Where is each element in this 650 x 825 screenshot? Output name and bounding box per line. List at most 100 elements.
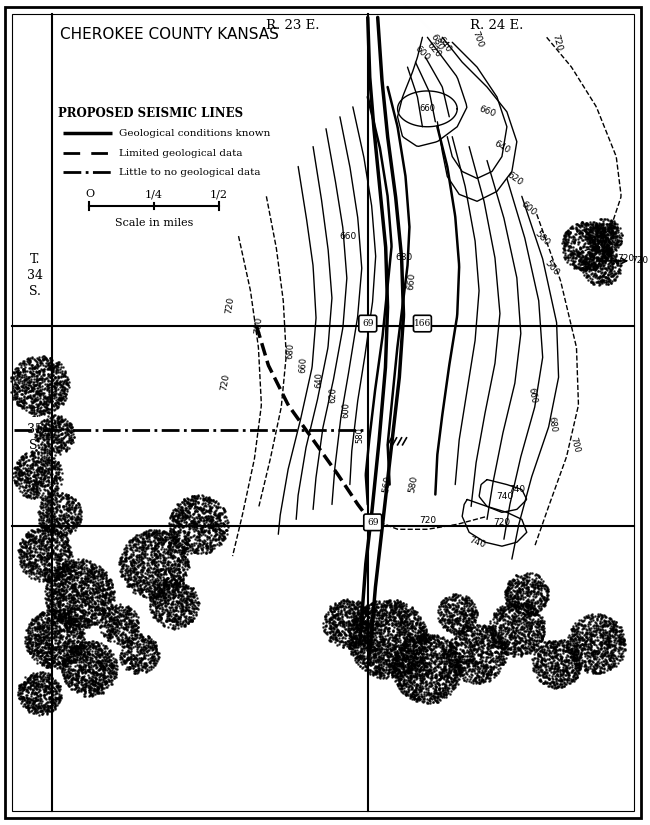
Point [42,638,53,651]
Point [66,522,77,535]
Point [544,652,554,665]
Point [521,573,532,587]
Point [214,530,224,544]
Point [548,675,558,688]
Point [584,615,594,629]
Point [167,568,177,581]
Point [52,543,62,556]
Point [37,553,47,566]
Point [607,219,618,232]
Point [56,538,66,551]
Point [140,664,151,677]
Point [133,577,143,590]
Point [38,646,48,659]
Point [151,582,162,596]
Point [396,672,406,686]
Point [43,630,53,644]
Point [76,568,86,581]
Point [64,570,74,583]
Point [401,652,411,665]
Point [614,264,625,277]
Point [507,603,517,616]
Point [603,277,614,290]
Point [390,665,400,678]
Point [351,640,361,653]
Point [356,616,367,629]
Point [164,525,175,538]
Point [148,553,159,566]
Point [604,662,615,675]
Point [38,521,48,534]
Point [463,600,474,613]
Point [450,615,461,628]
Point [446,620,456,633]
Point [58,590,69,603]
Point [196,524,206,537]
Point [94,653,104,667]
Point [64,610,75,623]
Point [49,568,59,582]
Point [422,664,433,677]
Point [519,646,530,659]
Point [93,676,103,690]
Point [336,615,346,628]
Point [16,554,26,567]
Point [104,588,114,601]
Point [439,667,450,680]
Point [106,600,116,613]
Point [73,642,83,655]
Point [461,656,471,669]
Point [42,660,52,673]
Point [581,264,592,277]
Point [469,626,480,639]
Point [53,547,63,560]
Point [567,652,577,665]
Point [433,687,443,700]
Point [157,557,167,570]
Point [62,648,72,661]
Point [341,610,352,624]
Point [130,629,140,642]
Point [565,660,575,673]
Point [77,667,87,680]
Point [461,632,471,645]
Point [27,457,38,470]
Point [27,697,38,710]
Point [172,596,183,609]
Point [44,432,54,446]
Point [603,246,614,259]
Point [376,642,387,655]
Point [42,442,52,455]
Point [398,649,408,662]
Point [40,403,51,417]
Point [44,620,54,634]
Point [396,599,407,612]
Point [27,535,38,548]
Point [382,647,392,660]
Point [493,658,504,672]
Point [602,625,612,639]
Point [151,547,161,560]
Point [496,631,506,644]
Point [139,562,150,575]
Point [38,474,49,488]
Point [595,220,605,233]
Point [537,577,547,590]
Point [364,653,374,666]
Point [26,403,36,417]
Point [591,229,601,243]
Point [540,676,551,689]
Point [610,230,620,243]
Point [410,637,420,650]
Point [88,659,98,672]
Point [44,541,55,554]
Point [583,645,593,658]
Point [47,421,58,434]
Text: T.
35
S.: T. 35 S. [27,408,43,452]
Point [471,606,482,619]
Point [63,610,73,623]
Point [184,604,194,617]
Point [127,621,137,634]
Point [52,620,62,633]
Point [526,606,537,619]
